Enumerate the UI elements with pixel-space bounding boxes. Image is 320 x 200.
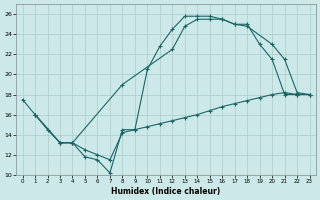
X-axis label: Humidex (Indice chaleur): Humidex (Indice chaleur) <box>111 187 221 196</box>
